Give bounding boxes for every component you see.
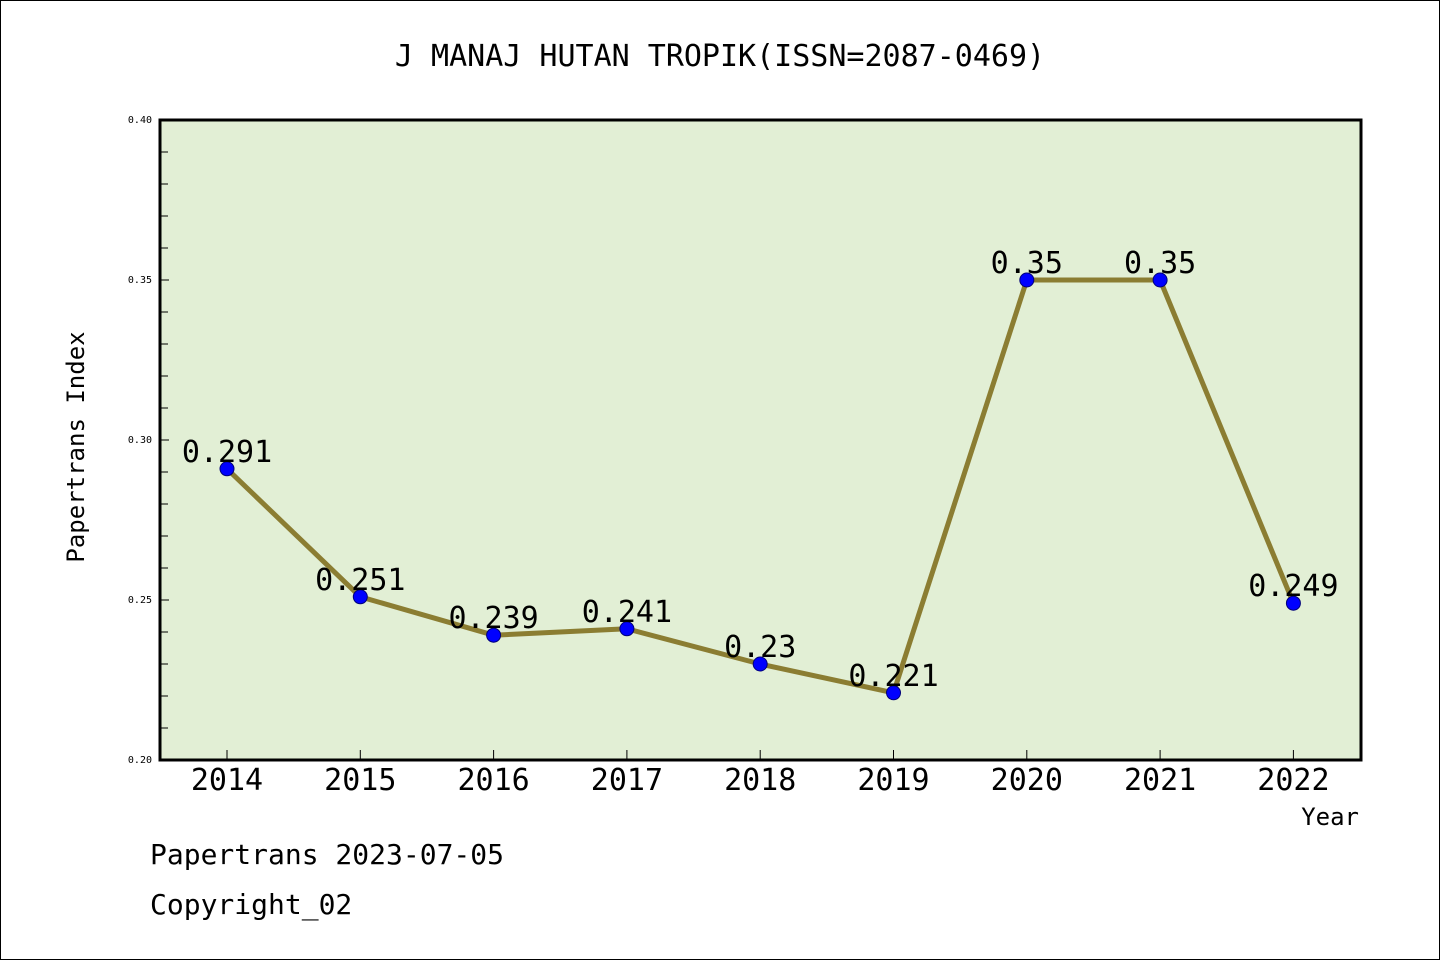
data-label: 0.35 <box>1124 246 1196 281</box>
x-tick-label: 2017 <box>591 763 663 798</box>
x-tick-label: 2019 <box>857 763 929 798</box>
x-tick-label: 2016 <box>457 763 529 798</box>
x-tick-label: 2015 <box>324 763 396 798</box>
data-point <box>619 621 635 637</box>
y-tick-label: 0.25 <box>128 595 152 606</box>
x-axis-label: Year <box>1301 803 1359 831</box>
y-tick-label: 0.20 <box>128 755 152 766</box>
data-label: 0.239 <box>448 601 538 636</box>
data-point <box>486 627 502 643</box>
data-label: 0.221 <box>848 659 938 694</box>
data-label: 0.23 <box>724 630 796 665</box>
y-tick-label: 0.30 <box>128 435 152 446</box>
data-point <box>752 656 768 672</box>
data-point <box>1152 272 1168 288</box>
x-tick-label: 2018 <box>724 763 796 798</box>
data-point <box>1019 272 1035 288</box>
plot-area <box>158 118 1363 762</box>
data-label: 0.35 <box>991 246 1063 281</box>
y-axis: 0.20 0.25 0.30 0.35 0.40 <box>128 115 169 766</box>
data-label: 0.291 <box>182 435 272 470</box>
data-label: 0.249 <box>1248 569 1338 604</box>
data-point <box>886 685 901 701</box>
data-points <box>219 272 1301 701</box>
x-tick-label: 2014 <box>191 763 263 798</box>
y-axis-label: Papertrans Index <box>62 331 90 562</box>
data-label: 0.241 <box>582 595 672 630</box>
data-point <box>1285 595 1301 611</box>
data-point <box>219 461 235 477</box>
y-tick-label: 0.40 <box>128 115 152 126</box>
footer-copyright: Copyright_02 <box>150 888 352 922</box>
x-axis: 2014 2015 2016 2017 2018 2019 2020 2021 2022 <box>191 750 1330 798</box>
chart-title: J MANAJ HUTAN TROPIK(ISSN=2087-0469) <box>395 39 1045 74</box>
y-tick-label: 0.35 <box>128 275 152 286</box>
footer-date: Papertrans 2023-07-05 <box>150 838 504 871</box>
data-point <box>352 589 368 605</box>
x-tick-label: 2022 <box>1257 763 1329 798</box>
x-tick-label: 2021 <box>1124 763 1196 798</box>
x-tick-label: 2020 <box>991 763 1063 798</box>
data-label: 0.251 <box>315 563 405 598</box>
data-labels: 0.291 0.251 0.239 0.241 0.23 0.221 0.35 0.35 0.2… <box>182 246 1339 694</box>
